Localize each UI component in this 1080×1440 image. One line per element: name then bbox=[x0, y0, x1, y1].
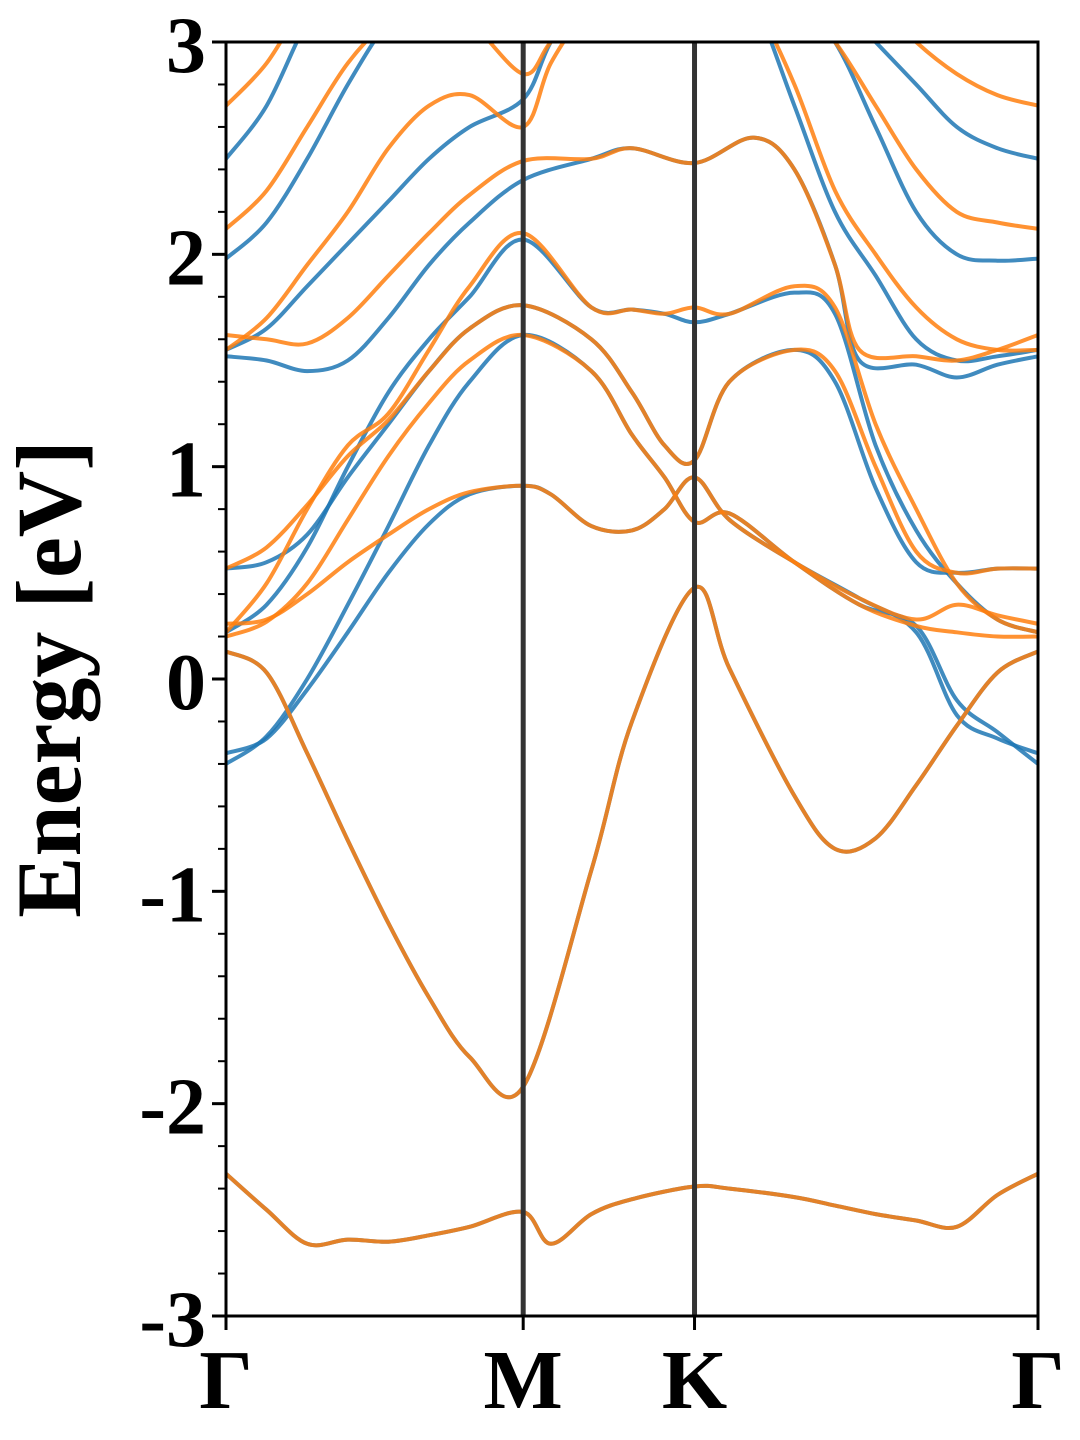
band-line-2-5 bbox=[226, 303, 1038, 576]
band-line-2-2 bbox=[226, 584, 1038, 1100]
band-line-2-1 bbox=[226, 1171, 1038, 1248]
y-tick-label: 0 bbox=[166, 639, 206, 727]
y-tick-labels: -3 -2 -1 0 1 2 3 bbox=[139, 2, 206, 1364]
band-line-2-4 bbox=[226, 332, 1038, 639]
bands-layer bbox=[226, 42, 1038, 1248]
band-line-2-8 bbox=[226, 42, 1038, 353]
band-line-2-6 bbox=[226, 231, 1038, 635]
band-line-1-1 bbox=[226, 1171, 1038, 1248]
band-line-2-10 bbox=[226, 42, 1038, 108]
band-line-2-9 bbox=[226, 42, 1038, 231]
band-series-1 bbox=[226, 42, 1038, 1248]
x-tick-label-3: Γ bbox=[1011, 1334, 1064, 1427]
y-tick-label: -1 bbox=[139, 851, 206, 939]
y-tick-label: 1 bbox=[166, 427, 206, 515]
y-tick-label: -2 bbox=[139, 1064, 206, 1152]
x-tick-label-2: K bbox=[662, 1334, 727, 1427]
y-tick-label: -3 bbox=[139, 1276, 206, 1364]
band-line-2-3 bbox=[226, 475, 1038, 626]
high-symmetry-dividers bbox=[520, 42, 698, 1316]
band-line-2-7 bbox=[226, 135, 1038, 363]
x-tick-label-0: Γ bbox=[199, 1334, 252, 1427]
band-series-2 bbox=[226, 42, 1038, 1248]
y-axis-title: Energy [eV] bbox=[0, 440, 100, 918]
y-tick-label: 2 bbox=[166, 214, 206, 302]
x-tick-label-1: M bbox=[484, 1334, 563, 1427]
plot-frame bbox=[224, 40, 1040, 1318]
axis-ticks bbox=[212, 40, 1040, 1330]
band-line-1-8 bbox=[226, 42, 1038, 364]
band-line-1-10 bbox=[226, 42, 1038, 161]
y-tick-label: 3 bbox=[166, 2, 206, 90]
band-line-1-9 bbox=[226, 42, 1038, 263]
